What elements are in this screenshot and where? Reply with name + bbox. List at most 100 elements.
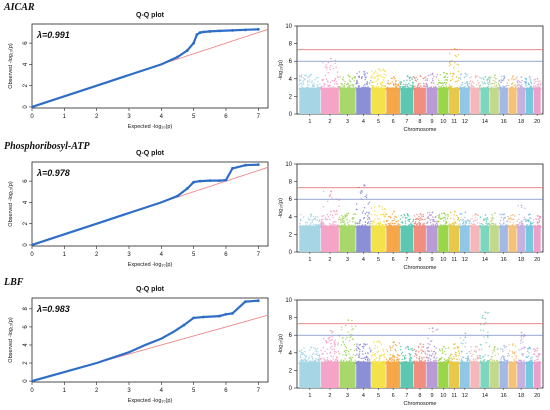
snp-point (333, 80, 335, 82)
snp-point (343, 87, 345, 89)
snp-point (332, 331, 334, 333)
snp-point (380, 355, 382, 358)
snp-point (525, 219, 527, 221)
snp-point (379, 82, 382, 84)
snp-point (349, 360, 351, 362)
snp-point (429, 226, 431, 228)
snp-point (319, 83, 321, 85)
snp-point (332, 225, 335, 227)
peak-snp-point (310, 346, 312, 349)
snp-point (482, 83, 484, 85)
snp-point (511, 356, 513, 358)
snp-point (359, 191, 362, 193)
snp-point (504, 362, 506, 364)
snp-point (432, 330, 434, 333)
snp-point (334, 339, 337, 341)
snp-point (510, 214, 512, 217)
qq-point (201, 315, 205, 319)
trait-label-phosphoribosyl-atp: Phosphoribosyl-ATP (4, 141, 90, 152)
snp-point (386, 88, 388, 91)
snp-point (376, 72, 379, 74)
snp-point (322, 62, 324, 64)
snp-point (410, 354, 412, 356)
snp-point (494, 362, 496, 364)
snp-point (502, 219, 505, 221)
snp-point (385, 349, 387, 351)
snp-point (334, 342, 336, 344)
snp-point (357, 85, 359, 87)
snp-point (433, 86, 435, 88)
snp-point (509, 88, 511, 91)
manhattan-x-tick-label: 3 (346, 393, 349, 399)
snp-point (390, 225, 393, 227)
snp-point (395, 216, 397, 218)
snp-point (540, 83, 542, 85)
snp-point (499, 86, 501, 88)
manhattan-y-axis-label: -log₁₀(p) (278, 60, 284, 80)
snp-point (322, 357, 324, 359)
snp-point (322, 215, 325, 217)
snp-point (441, 356, 443, 359)
snp-point (509, 216, 512, 219)
snp-point (480, 87, 482, 89)
snp-point (338, 199, 340, 201)
snp-point (310, 216, 312, 218)
snp-point (387, 361, 389, 363)
snp-point (378, 223, 380, 225)
snp-point (319, 86, 321, 88)
snp-point (500, 356, 503, 359)
snp-point (423, 82, 425, 85)
snp-point (466, 88, 468, 90)
snp-point (347, 86, 349, 88)
snp-point (461, 84, 463, 86)
snp-point (364, 213, 366, 215)
snp-point (432, 79, 434, 82)
snp-point (340, 218, 342, 220)
snp-point (327, 61, 329, 64)
snp-point (317, 224, 320, 227)
snp-point (536, 221, 539, 223)
qq-y-tick-label: 0 (23, 105, 29, 109)
snp-point (393, 356, 396, 359)
peak-snp-point (347, 319, 350, 322)
snp-point (416, 88, 418, 90)
snp-point (344, 82, 346, 85)
snp-point (421, 346, 423, 348)
snp-point (330, 360, 333, 362)
snp-point (445, 88, 447, 90)
snp-point (453, 74, 455, 76)
snp-point (373, 210, 376, 212)
snp-point (340, 219, 342, 222)
chromosome-bulk (508, 225, 517, 252)
snp-point (427, 74, 429, 77)
snp-point (514, 84, 517, 86)
manhattan-x-tick-label: 3 (346, 119, 349, 125)
chromosome-bulk (371, 87, 386, 114)
snp-point (333, 360, 336, 363)
snp-point (535, 226, 537, 228)
snp-point (455, 355, 457, 357)
snp-point (512, 78, 515, 81)
snp-point (433, 345, 436, 348)
snp-point (477, 226, 479, 229)
snp-point (412, 82, 414, 84)
snp-point (430, 86, 433, 88)
snp-point (315, 225, 318, 227)
chromosome-2-points (320, 57, 340, 114)
snp-point (411, 349, 414, 351)
snp-point (495, 223, 497, 225)
snp-point (338, 361, 340, 363)
snp-point (457, 53, 460, 56)
snp-point (381, 213, 384, 216)
snp-point (306, 359, 308, 361)
snp-point (521, 338, 523, 340)
snp-point (485, 222, 487, 225)
snp-point (372, 220, 374, 222)
snp-point (521, 84, 523, 86)
chromosome-bulk (321, 361, 339, 388)
chromosome-8-points (413, 75, 427, 114)
snp-point (484, 354, 486, 356)
snp-point (360, 357, 362, 360)
snp-point (403, 83, 405, 86)
snp-point (343, 88, 345, 91)
